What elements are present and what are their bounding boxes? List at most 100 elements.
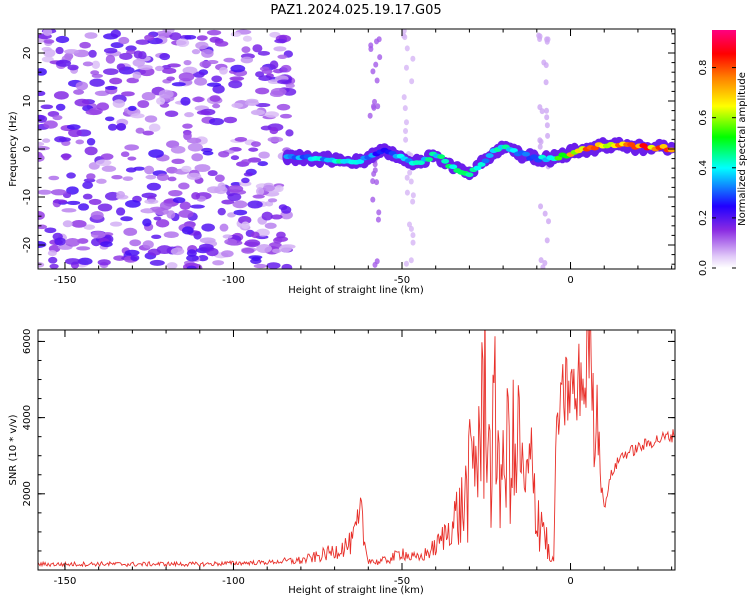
noise-blob	[178, 209, 194, 218]
noise-blob	[67, 64, 79, 71]
noise-streak	[401, 29, 407, 34]
noise-blob	[144, 34, 155, 41]
noise-blob	[137, 100, 150, 108]
noise-blob	[166, 262, 178, 269]
noise-blob	[73, 89, 85, 95]
noise-blob	[156, 30, 172, 36]
noise-blob	[85, 109, 102, 116]
noise-blob	[123, 227, 138, 236]
noise-blob	[144, 115, 158, 123]
noise-blob	[116, 123, 127, 131]
noise-streak	[370, 196, 376, 203]
noise-blob	[282, 87, 297, 96]
noise-blob	[48, 175, 60, 181]
snr-frame	[37, 329, 676, 571]
colorbar-tick-label: 0.0	[698, 260, 709, 276]
noise-blob	[255, 87, 270, 95]
colorbar-tick-label: 0.2	[698, 210, 709, 226]
noise-blob	[82, 181, 94, 189]
noise-streak	[377, 54, 383, 61]
noise-blob	[124, 144, 140, 151]
chart-title: PAZ1.2024.025.19.17.G05	[270, 3, 441, 18]
noise-blob	[58, 137, 71, 142]
noise-blob	[88, 198, 102, 205]
noise-streak	[374, 77, 380, 84]
noise-blob	[155, 219, 170, 228]
noise-blob	[97, 203, 113, 212]
noise-streak	[368, 42, 374, 49]
ridge-core	[465, 172, 474, 178]
noise-blob	[191, 49, 201, 55]
noise-blob	[132, 58, 145, 67]
noise-blob	[166, 210, 176, 219]
snr-y-ticks: 2000 4000 6000	[22, 329, 675, 552]
noise-blob	[119, 52, 133, 60]
snr-line	[38, 330, 675, 568]
colorbar-tick-label: 0.6	[698, 110, 709, 126]
noise-blob	[144, 199, 159, 205]
noise-streak	[410, 239, 416, 246]
noise-blob	[148, 123, 161, 132]
noise-blob	[244, 239, 261, 248]
noise-streak	[408, 225, 414, 232]
noise-blob	[257, 50, 271, 56]
noise-blob	[164, 110, 179, 117]
y-tick-label: 20	[22, 47, 33, 60]
noise-blob	[82, 193, 93, 200]
noise-blob	[227, 192, 242, 202]
noise-blob	[186, 265, 197, 269]
snr-x-ticks: -150 -100 -50 0	[54, 330, 673, 587]
noise-blob	[38, 67, 47, 76]
noise-blob	[261, 211, 273, 221]
noise-blob	[256, 244, 272, 254]
spectrogram-ridge	[282, 136, 675, 181]
noise-blob	[55, 59, 72, 67]
y-tick-label: 6000	[22, 329, 33, 354]
noise-blob	[84, 146, 98, 156]
noise-blob	[135, 39, 150, 45]
noise-blob	[247, 157, 262, 163]
noise-blob	[240, 56, 254, 64]
noise-blob	[187, 143, 203, 152]
noise-blob	[130, 113, 145, 119]
noise-blob	[276, 231, 286, 239]
noise-blob	[77, 203, 90, 211]
noise-blob	[74, 98, 90, 107]
noise-blob	[61, 208, 77, 213]
noise-blob	[231, 102, 244, 108]
noise-streak	[537, 143, 543, 150]
noise-blob	[242, 35, 252, 42]
noise-blob	[125, 167, 137, 173]
noise-blob	[75, 81, 89, 91]
noise-blob	[218, 66, 228, 75]
noise-blob	[256, 187, 265, 196]
noise-blob	[238, 215, 252, 225]
noise-blob	[133, 50, 143, 59]
noise-blob	[245, 100, 260, 106]
noise-blob	[267, 136, 284, 143]
noise-blob	[79, 41, 91, 49]
noise-streak	[404, 174, 410, 181]
noise-streak	[367, 112, 373, 119]
noise-streak	[403, 119, 409, 126]
noise-blob	[239, 181, 252, 187]
noise-blob	[273, 237, 283, 244]
noise-blob	[148, 149, 164, 158]
snr-x-axis-label: Height of straight line (km)	[288, 585, 424, 596]
noise-blob	[241, 221, 250, 230]
noise-blob	[206, 82, 222, 87]
noise-blob	[96, 178, 107, 184]
noise-blob	[192, 96, 205, 103]
noise-blob	[55, 46, 64, 55]
y-tick-label: 4000	[22, 405, 33, 430]
noise-streak	[375, 103, 381, 110]
noise-streak	[403, 128, 409, 135]
noise-blob	[77, 257, 93, 266]
noise-blob	[38, 141, 45, 147]
noise-blob	[169, 32, 182, 41]
noise-blob	[219, 223, 229, 232]
noise-blob	[198, 243, 214, 251]
noise-blob	[90, 230, 106, 239]
noise-streak	[372, 98, 378, 105]
colorbar-ticks: 0.0 0.2 0.4 0.6 0.8	[698, 60, 736, 276]
